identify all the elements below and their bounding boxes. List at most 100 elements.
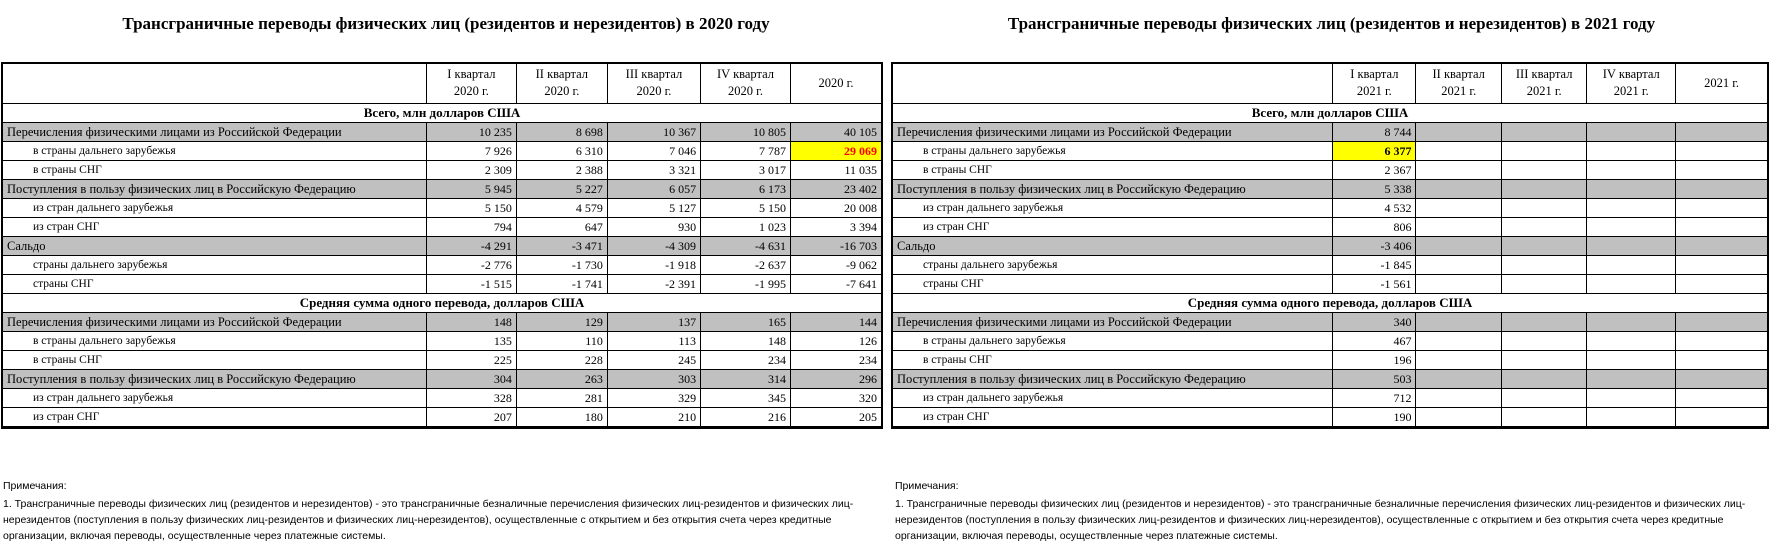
column-header: II квартал 2021 г. [1415,62,1502,104]
value-cell [1586,312,1677,332]
value-cell: 5 227 [515,179,608,199]
row-label: страны дальнего зарубежья [2,255,427,275]
value-cell [1500,198,1588,218]
header-row: I квартал 2020 г. II квартал 2020 г. III ква… [2,62,883,104]
value-cell: 29 069 [789,141,883,161]
value-cell: -1 561 [1332,274,1417,294]
value-cell [1415,255,1502,275]
notes-block: Примечания: 1. Трансграничные переводы ф… [892,478,1771,554]
value-cell [1415,236,1502,256]
value-cell: 5 945 [425,179,517,199]
column-header-line2: 2021 г. [1526,84,1562,98]
row-label: страны СНГ [2,274,427,294]
value-cell: 10 805 [700,122,791,142]
row-label: Перечисления физическими лицами из Росси… [2,122,427,142]
value-cell: 3 394 [789,217,883,237]
table-row: из стран дальнего зарубежья 712 [891,388,1768,408]
row-label: в страны дальнего зарубежья [891,331,1334,351]
table-panel-2020: Трансграничные переводы физических лиц (… [0,14,892,554]
value-cell: -9 062 [789,255,883,275]
value-cell: 8 744 [1332,122,1417,142]
value-cell [1675,217,1768,237]
value-cell: 5 338 [1332,179,1417,199]
column-header-line1: III квартал [1515,67,1573,81]
value-cell: -3 406 [1332,236,1417,256]
value-cell [1500,141,1588,161]
row-label: в страны дальнего зарубежья [2,141,427,161]
row-label: Перечисления физическими лицами из Росси… [891,122,1334,142]
column-header-line1: II квартал [1432,67,1485,81]
transfers-table-2020: I квартал 2020 г. II квартал 2020 г. III ква… [2,62,883,427]
row-label: из стран СНГ [2,217,427,237]
value-cell [1500,350,1588,370]
table-row: в страны СНГ 2 309 2 388 3 321 3 017 11 035 [2,160,883,180]
row-label: в страны дальнего зарубежья [2,331,427,351]
value-cell: 5 127 [606,198,702,218]
row-label: из стран СНГ [891,407,1334,427]
value-cell: 5 150 [425,198,517,218]
transfers-table-2021: I квартал 2021 г. II квартал 2021 г. III ква… [891,62,1768,427]
column-header: IV квартал 2020 г. [700,62,791,104]
value-cell: 180 [515,407,608,427]
row-label: Сальдо [2,236,427,256]
row-label: Поступления в пользу физических лиц в Ро… [2,369,427,389]
row-label: Поступления в пользу физических лиц в Ро… [891,369,1334,389]
row-label: в страны СНГ [2,350,427,370]
value-cell: 126 [789,331,883,351]
table-row: страны СНГ -1 561 [891,274,1768,294]
table-row: Перечисления физическими лицами из Росси… [2,122,883,142]
value-cell [1500,160,1588,180]
notes-heading: Примечания: [3,480,67,492]
value-cell: 135 [425,331,517,351]
table-row: из стран дальнего зарубежья 5 150 4 579 5 1… [2,198,883,218]
value-cell: 304 [425,369,517,389]
header-corner-cell [2,62,427,104]
value-cell: -2 637 [700,255,791,275]
row-label: Перечисления физическими лицами из Росси… [891,312,1334,332]
row-label: Сальдо [891,236,1334,256]
table-row: из стран СНГ 794 647 930 1 023 3 394 [2,217,883,237]
value-cell: 10 367 [606,122,702,142]
value-cell: 281 [515,388,608,408]
column-header-line2: 2020 г. [636,84,672,98]
page-title: Трансграничные переводы физических лиц (… [122,14,770,33]
section-header-row: Средняя сумма одного перевода, долларов … [2,293,882,313]
column-header: 2020 г. [789,62,883,104]
value-cell: -4 291 [425,236,517,256]
value-cell: 225 [425,350,517,370]
value-cell: 228 [515,350,608,370]
value-cell: 129 [515,312,608,332]
table-row: Поступления в пользу физических лиц в Ро… [891,179,1768,199]
column-header-line1: II квартал [535,67,589,81]
value-cell: 6 057 [606,179,702,199]
value-cell [1500,122,1588,142]
notes-block: Примечания: 1. Трансграничные переводы ф… [0,478,892,554]
row-label: страны СНГ [891,274,1334,294]
column-header: I квартал 2020 г. [425,62,517,104]
value-cell: -1 741 [515,274,608,294]
value-cell: 2 309 [425,160,517,180]
table-row: из стран СНГ 806 [891,217,1768,237]
value-cell [1675,369,1768,389]
value-cell [1586,331,1677,351]
value-cell [1500,407,1588,427]
value-cell: 234 [789,350,883,370]
value-cell [1500,369,1588,389]
column-header-line1: IV квартал [716,67,775,81]
column-header-line1: III квартал [625,67,683,81]
value-cell [1675,122,1768,142]
value-cell: -1 995 [700,274,791,294]
section-header-row: Всего, млн долларов США [2,103,882,123]
section-header-row: Всего, млн долларов США [892,103,1768,123]
value-cell [1415,407,1502,427]
value-cell [1675,160,1768,180]
value-cell: 196 [1332,350,1417,370]
value-cell: 4 579 [515,198,608,218]
value-cell: 503 [1332,369,1417,389]
row-label: в страны СНГ [891,160,1334,180]
value-cell: 712 [1332,388,1417,408]
column-header-line1: IV квартал [1602,67,1660,81]
notes-text: 1. Трансграничные переводы физических ли… [895,498,1746,542]
value-cell: 3 321 [606,160,702,180]
column-header-line2: 2021 г. [1441,84,1477,98]
